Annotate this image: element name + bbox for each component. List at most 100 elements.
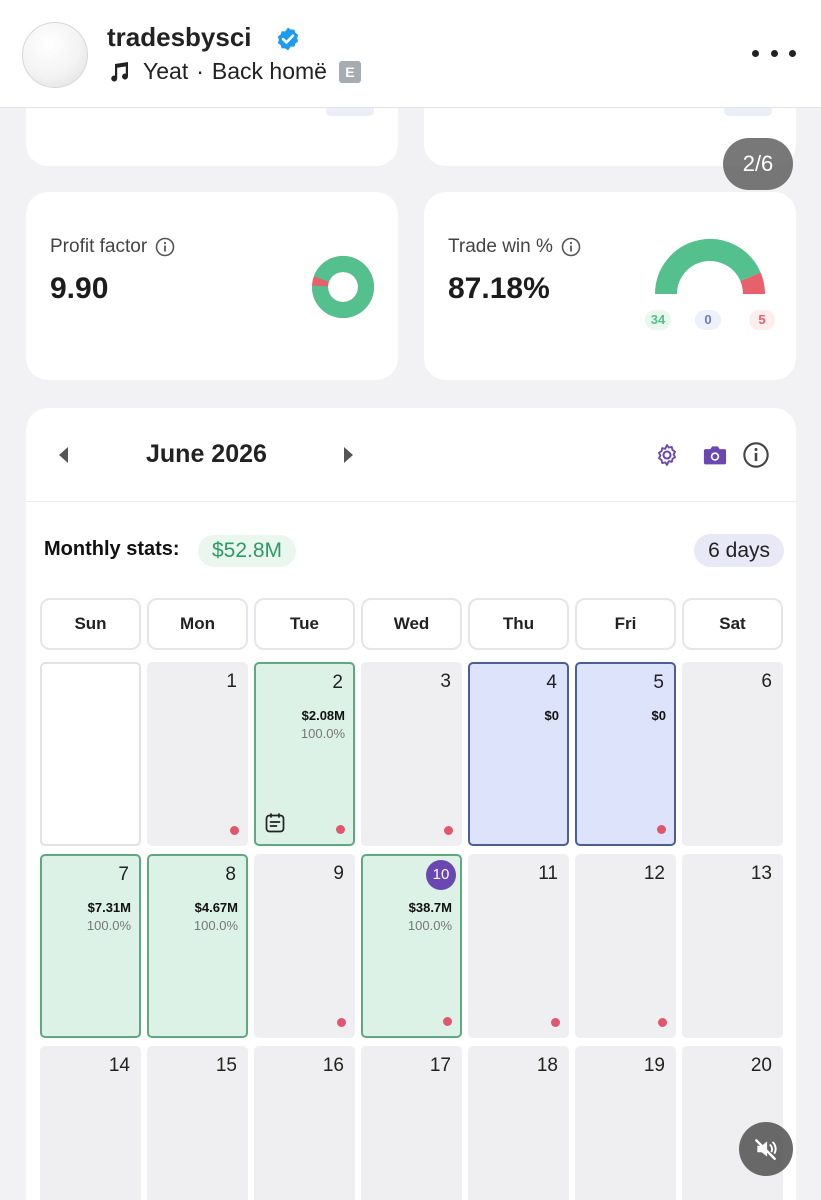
- trade-win-card: Trade win % 87.18% 34 0 5: [424, 192, 796, 380]
- music-track: Back homë: [211, 58, 327, 84]
- trade-win-gauge-chart: [655, 239, 765, 295]
- gauge-win-arc: [655, 239, 761, 295]
- trade-win-value: 87.18%: [448, 272, 550, 305]
- weekday-sat: Sat: [682, 598, 783, 650]
- day-number: 14: [108, 1055, 130, 1076]
- calendar-day-10[interactable]: 10 $38.7M 100.0%: [361, 854, 462, 1038]
- calendar-day-16[interactable]: 16: [254, 1046, 355, 1200]
- loss-indicator-dot: [336, 825, 345, 834]
- loss-indicator-dot: [337, 1018, 346, 1027]
- day-number: 18: [536, 1055, 558, 1076]
- day-pnl: $38.7M: [408, 900, 452, 915]
- weekday-thu: Thu: [468, 598, 569, 650]
- loss-indicator-dot: [551, 1018, 560, 1027]
- day-number: 16: [322, 1055, 344, 1076]
- monthly-stats-value: $52.8M: [198, 535, 297, 567]
- music-info[interactable]: Yeat · Back homë E: [107, 58, 361, 85]
- calendar-day-8[interactable]: 8 $4.67M 100.0%: [147, 854, 248, 1038]
- day-number: 3: [440, 671, 451, 692]
- calendar-day-3[interactable]: 3: [361, 662, 462, 846]
- day-number: 20: [750, 1055, 772, 1076]
- avatar[interactable]: [22, 22, 88, 88]
- day-number: 12: [643, 863, 665, 884]
- day-win-rate: 100.0%: [86, 918, 131, 933]
- loss-indicator-dot: [230, 826, 239, 835]
- weekday-tue: Tue: [254, 598, 355, 650]
- calendar-day-18[interactable]: 18: [468, 1046, 569, 1200]
- profit-factor-label: Profit factor: [50, 236, 148, 257]
- profit-factor-label-row: Profit factor: [50, 236, 175, 258]
- day-number: 9: [333, 863, 344, 884]
- day-win-rate: 100.0%: [407, 918, 452, 933]
- camera-icon[interactable]: [701, 441, 729, 469]
- calendar-day-12[interactable]: 12: [575, 854, 676, 1038]
- gauge-loss-arc: [740, 272, 765, 295]
- profit-factor-card: Profit factor 9.90: [26, 192, 398, 380]
- calendar-day-5[interactable]: 5 $0: [575, 662, 676, 846]
- username[interactable]: tradesbysci: [107, 22, 252, 52]
- day-pnl: $0: [651, 708, 666, 723]
- weekday-fri: Fri: [575, 598, 676, 650]
- day-number: 10: [426, 860, 456, 890]
- calendar-day-6[interactable]: 6: [682, 662, 783, 846]
- calendar-day-empty: [40, 662, 141, 846]
- gauge-breakeven-count: 0: [695, 310, 721, 330]
- loss-indicator-dot: [658, 1018, 667, 1027]
- info-icon[interactable]: [155, 237, 175, 257]
- day-number: 5: [653, 672, 664, 693]
- info-icon[interactable]: [742, 441, 770, 469]
- weekday-sun: Sun: [40, 598, 141, 650]
- carousel-page-indicator: 2/6: [723, 138, 793, 190]
- verified-badge-icon: [277, 27, 299, 51]
- post-header: tradesbysci Yeat · Back homë E: [0, 0, 821, 108]
- day-number: 7: [118, 864, 129, 885]
- day-number: 6: [761, 671, 772, 692]
- chevron-left-icon[interactable]: [54, 444, 74, 466]
- info-icon[interactable]: [561, 237, 581, 257]
- trade-win-label: Trade win %: [448, 236, 553, 257]
- calendar-card: June 2026 Monthly stats: $52.8M 6 days S…: [26, 408, 796, 1200]
- calendar-header: June 2026: [26, 408, 796, 502]
- loss-indicator-dot: [443, 1017, 452, 1026]
- day-number: 2: [332, 672, 343, 693]
- day-pnl: $4.67M: [194, 900, 238, 915]
- month-title: June 2026: [146, 440, 267, 468]
- gauge-wins-count: 34: [645, 310, 671, 330]
- music-separator: ·: [196, 58, 204, 84]
- day-pnl: $2.08M: [301, 708, 345, 723]
- calendar-day-15[interactable]: 15: [147, 1046, 248, 1200]
- explicit-badge: E: [338, 60, 361, 83]
- loss-indicator-dot: [444, 826, 453, 835]
- muted-speaker-icon: [755, 1139, 777, 1160]
- music-note-icon: [111, 61, 128, 81]
- chevron-right-icon[interactable]: [338, 444, 358, 466]
- calendar-day-13[interactable]: 13: [682, 854, 783, 1038]
- weekday-wed: Wed: [361, 598, 462, 650]
- day-number: 4: [546, 672, 557, 693]
- monthly-stats-label: Monthly stats:: [44, 538, 180, 560]
- calendar-day-9[interactable]: 9: [254, 854, 355, 1038]
- loss-indicator-dot: [657, 825, 666, 834]
- mute-button[interactable]: [739, 1122, 793, 1176]
- calendar-day-7[interactable]: 7 $7.31M 100.0%: [40, 854, 141, 1038]
- calendar-day-19[interactable]: 19: [575, 1046, 676, 1200]
- more-options-icon[interactable]: [752, 38, 796, 68]
- gear-icon[interactable]: [653, 441, 681, 469]
- calendar-day-1[interactable]: 1: [147, 662, 248, 846]
- calendar-day-14[interactable]: 14: [40, 1046, 141, 1200]
- donut-win-segment: [312, 256, 374, 318]
- day-pnl: $7.31M: [87, 900, 131, 915]
- calendar-day-11[interactable]: 11: [468, 854, 569, 1038]
- day-win-rate: 100.0%: [300, 726, 345, 741]
- calendar-day-4[interactable]: 4 $0: [468, 662, 569, 846]
- note-icon[interactable]: [264, 812, 286, 834]
- calendar-day-2[interactable]: 2 $2.08M 100.0%: [254, 662, 355, 846]
- day-pnl: $0: [544, 708, 559, 723]
- gauge-losses-count: 5: [749, 310, 775, 330]
- profit-factor-value: 9.90: [50, 272, 109, 305]
- calendar-day-17[interactable]: 17: [361, 1046, 462, 1200]
- weekday-mon: Mon: [147, 598, 248, 650]
- day-win-rate: 100.0%: [193, 918, 238, 933]
- day-number: 1: [226, 671, 237, 692]
- day-number: 13: [750, 863, 772, 884]
